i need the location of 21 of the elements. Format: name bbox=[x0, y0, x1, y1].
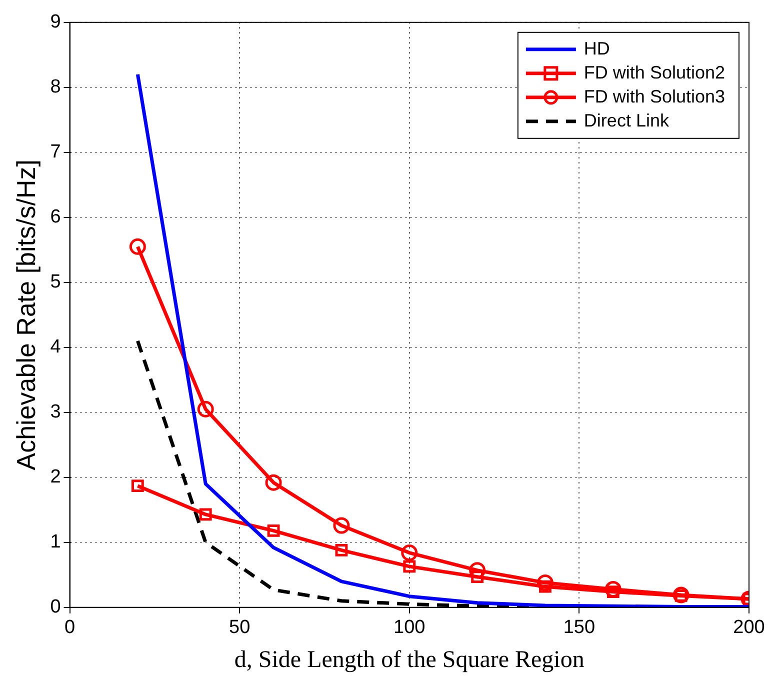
x-tick-label: 0 bbox=[64, 617, 76, 638]
legend-label: FD with Solution3 bbox=[584, 86, 726, 106]
x-tick-label: 50 bbox=[229, 617, 250, 638]
y-tick-label: 6 bbox=[50, 206, 61, 228]
x-tick-label: 150 bbox=[563, 617, 596, 638]
x-tick-label: 200 bbox=[733, 617, 765, 638]
x-axis-title: d, Side Length of the Square Region bbox=[234, 646, 584, 673]
y-tick-label: 0 bbox=[50, 596, 61, 618]
y-tick-label: 8 bbox=[50, 76, 61, 98]
y-tick-label: 3 bbox=[50, 402, 61, 423]
y-tick-label: 5 bbox=[50, 272, 61, 293]
y-tick-label: 9 bbox=[50, 12, 61, 33]
y-tick-label: 1 bbox=[50, 532, 61, 553]
y-axis-title: Achievable Rate [bits/s/Hz] bbox=[10, 160, 41, 470]
legend-label: Direct Link bbox=[584, 110, 670, 130]
y-tick-label: 4 bbox=[50, 336, 62, 358]
y-tick-label: 7 bbox=[50, 142, 61, 163]
legend-label: FD with Solution2 bbox=[584, 62, 726, 82]
legend-label: HD bbox=[584, 38, 610, 58]
x-tick-label: 100 bbox=[394, 617, 426, 638]
y-tick-label: 2 bbox=[50, 466, 61, 488]
